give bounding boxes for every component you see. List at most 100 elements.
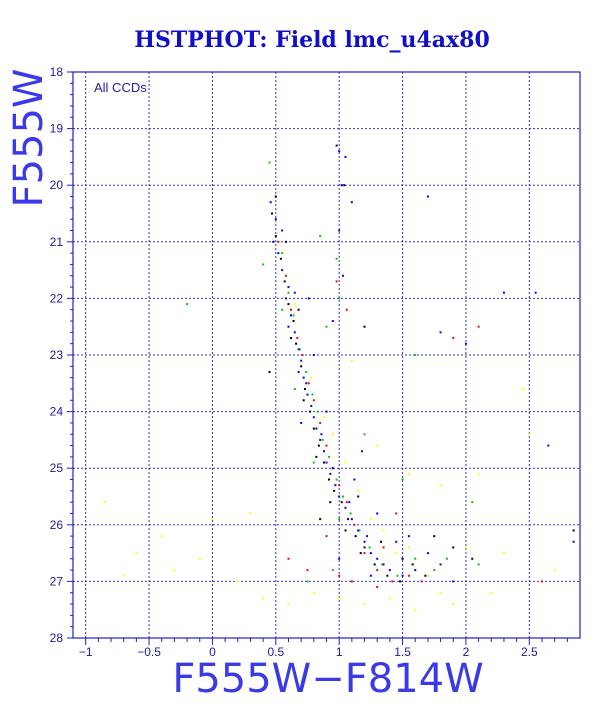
data-point — [401, 478, 404, 481]
data-point — [281, 308, 284, 311]
data-point — [382, 546, 385, 549]
data-point — [382, 529, 385, 532]
data-point — [502, 552, 505, 555]
data-point — [490, 591, 493, 594]
y-tick-label: 19 — [50, 122, 64, 136]
x-tick-label: 0.5 — [267, 645, 284, 659]
y-tick-label: 21 — [50, 235, 64, 249]
data-point — [320, 433, 323, 436]
data-point — [368, 546, 371, 549]
data-point — [366, 535, 369, 538]
data-point — [312, 416, 315, 419]
data-point — [298, 348, 301, 351]
data-point — [301, 354, 304, 356]
data-point — [322, 450, 325, 453]
data-point — [345, 308, 348, 311]
x-tick-label: 2 — [463, 645, 470, 659]
data-point — [338, 574, 341, 577]
data-point — [303, 387, 306, 390]
data-point — [331, 467, 334, 470]
y-tick-label: 27 — [50, 574, 64, 588]
data-point — [350, 518, 353, 521]
data-point — [329, 501, 332, 504]
data-point — [312, 591, 315, 594]
data-point — [341, 274, 344, 277]
data-point — [249, 512, 252, 515]
data-point — [268, 161, 271, 164]
data-point — [363, 540, 366, 543]
data-point — [376, 569, 379, 572]
data-point — [331, 569, 334, 572]
data-point — [407, 535, 410, 538]
data-point — [350, 201, 353, 204]
data-point — [426, 574, 429, 577]
data-point — [388, 597, 391, 600]
data-point — [347, 518, 350, 521]
data-point — [211, 518, 214, 521]
data-point — [439, 331, 442, 334]
data-point — [319, 518, 322, 521]
data-point — [414, 608, 417, 611]
data-point — [369, 574, 372, 577]
data-point — [296, 337, 299, 340]
data-point — [293, 331, 296, 334]
data-point — [319, 421, 322, 424]
data-point — [426, 195, 429, 198]
y-tick-label: 28 — [50, 631, 64, 645]
data-point — [277, 240, 280, 243]
data-point — [350, 580, 353, 583]
y-tick-label: 26 — [50, 518, 64, 532]
data-point — [344, 461, 347, 464]
data-point — [411, 563, 414, 566]
data-point — [312, 427, 315, 430]
data-point — [471, 501, 474, 504]
data-point — [521, 387, 524, 390]
data-point — [287, 557, 290, 560]
y-tick-label: 22 — [50, 291, 64, 305]
data-point — [333, 489, 336, 492]
data-point — [335, 478, 338, 481]
data-point — [452, 580, 455, 583]
data-point — [334, 484, 337, 487]
data-point — [325, 444, 328, 447]
data-point — [350, 359, 353, 362]
data-point — [331, 433, 334, 436]
data-point — [358, 529, 361, 532]
data-point — [317, 444, 320, 447]
data-point — [414, 354, 417, 356]
data-point — [312, 354, 315, 356]
data-point — [300, 359, 303, 362]
data-point — [369, 518, 372, 521]
data-point — [281, 269, 284, 272]
data-point — [424, 574, 427, 577]
data-point — [325, 461, 328, 464]
data-point — [395, 552, 398, 555]
data-point — [502, 291, 505, 294]
data-point — [452, 546, 455, 549]
data-points — [103, 144, 575, 611]
x-tick-label: 1 — [336, 645, 343, 659]
data-point — [293, 303, 296, 306]
data-point — [407, 472, 410, 475]
data-point — [380, 540, 383, 543]
data-point — [328, 455, 331, 458]
data-point — [328, 478, 331, 481]
data-point — [382, 563, 385, 566]
x-tick-label: −0.5 — [137, 645, 161, 659]
data-point — [477, 325, 480, 328]
data-point — [335, 257, 338, 260]
data-point — [135, 552, 138, 555]
data-point — [312, 399, 315, 402]
data-point — [528, 433, 531, 436]
data-point — [338, 150, 341, 153]
data-point — [391, 580, 394, 583]
data-point — [335, 280, 338, 283]
data-point — [386, 574, 389, 577]
data-point — [363, 603, 366, 606]
data-point — [439, 563, 442, 566]
x-axis-ticks: −1 −0.5 0 0.5 1 1.5 2 2.5 — [79, 638, 568, 659]
data-point — [360, 450, 363, 453]
data-point — [269, 201, 272, 204]
data-point — [331, 320, 334, 323]
